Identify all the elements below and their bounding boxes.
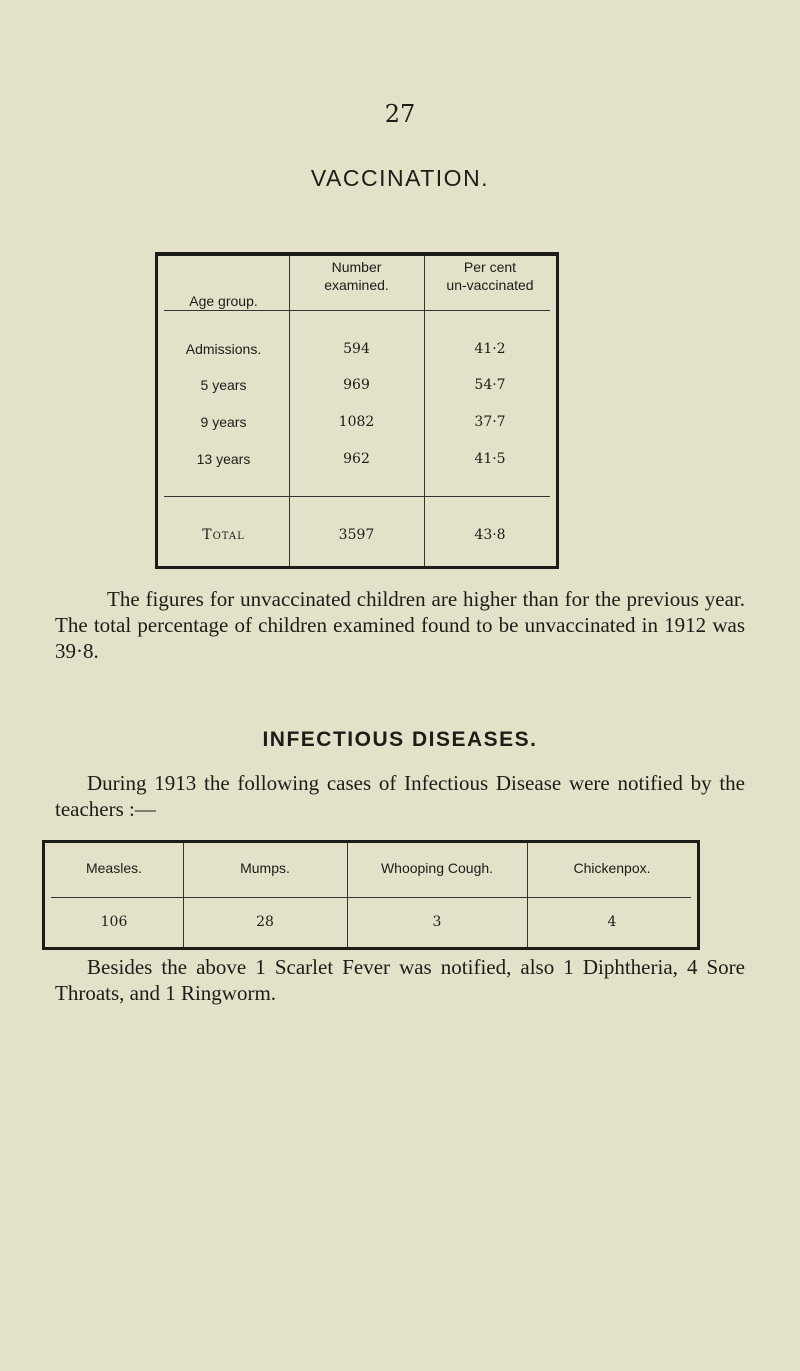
infectious-note: Besides the above 1 Scarlet Fever was no…: [55, 955, 745, 1005]
row-percent: 37·7: [474, 414, 506, 430]
header-line: Number: [331, 259, 382, 275]
vaccination-table: Age group. Number examined. Per cent un-…: [155, 252, 559, 569]
header-number: Number examined.: [289, 258, 424, 294]
row-number: 962: [343, 451, 370, 467]
column-divider: [347, 843, 348, 947]
column-divider: [183, 843, 184, 947]
infectious-table: Measles. Mumps. Whooping Cough. Chickenp…: [42, 840, 700, 950]
row-label: Admissions.: [185, 341, 262, 357]
header-measles: Measles.: [85, 860, 143, 876]
header-rule: [51, 897, 691, 898]
row-percent: 54·7: [474, 377, 506, 393]
infectious-intro: During 1913 the following cases of Infec…: [55, 771, 745, 821]
row-percent: 41·5: [474, 451, 506, 467]
row-label: 9 years: [200, 414, 247, 430]
column-divider: [289, 256, 290, 566]
total-rule: [164, 496, 550, 497]
row-number: 1082: [338, 414, 375, 430]
header-percent: Per cent un-vaccinated: [424, 258, 556, 294]
vaccination-heading: VACCINATION.: [310, 165, 490, 191]
total-label: Total: [202, 527, 245, 543]
row-label: 5 years: [200, 377, 247, 393]
header-mumps: Mumps.: [240, 860, 290, 876]
value-mumps: 28: [256, 914, 274, 930]
row-number: 969: [343, 377, 370, 393]
value-measles: 106: [100, 914, 128, 930]
header-rule: [164, 310, 550, 311]
header-line: Per cent: [463, 259, 517, 275]
column-divider: [424, 256, 425, 566]
vaccination-note: The figures for unvaccinated children ar…: [55, 587, 745, 663]
row-percent: 41·2: [474, 341, 506, 357]
header-line: examined.: [324, 277, 389, 293]
header-age-group: Age group.: [189, 293, 258, 309]
total-percent: 43·8: [474, 527, 506, 543]
header-whooping-cough: Whooping Cough.: [380, 860, 494, 876]
value-whooping-cough: 3: [432, 914, 442, 930]
header-line: un-vaccinated: [446, 277, 534, 293]
value-chickenpox: 4: [607, 914, 617, 930]
infectious-heading: INFECTIOUS DISEASES.: [262, 728, 538, 751]
row-label: 13 years: [196, 451, 251, 467]
total-number: 3597: [338, 527, 375, 543]
page-number: 27: [384, 100, 416, 128]
header-chickenpox: Chickenpox.: [573, 860, 651, 876]
column-divider: [527, 843, 528, 947]
row-number: 594: [343, 341, 370, 357]
